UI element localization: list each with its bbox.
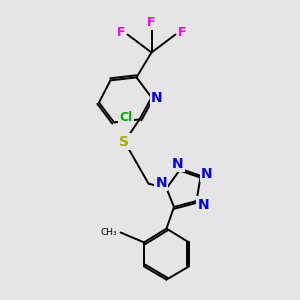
- Text: N: N: [172, 157, 184, 171]
- Text: S: S: [119, 135, 130, 148]
- Text: F: F: [147, 16, 156, 29]
- Text: N: N: [201, 167, 213, 181]
- Text: Cl: Cl: [119, 111, 133, 124]
- Text: CH₃: CH₃: [100, 228, 117, 237]
- Text: F: F: [117, 26, 125, 39]
- Text: N: N: [155, 176, 167, 190]
- Text: N: N: [197, 198, 209, 212]
- Text: F: F: [178, 26, 186, 39]
- Text: N: N: [151, 91, 163, 104]
